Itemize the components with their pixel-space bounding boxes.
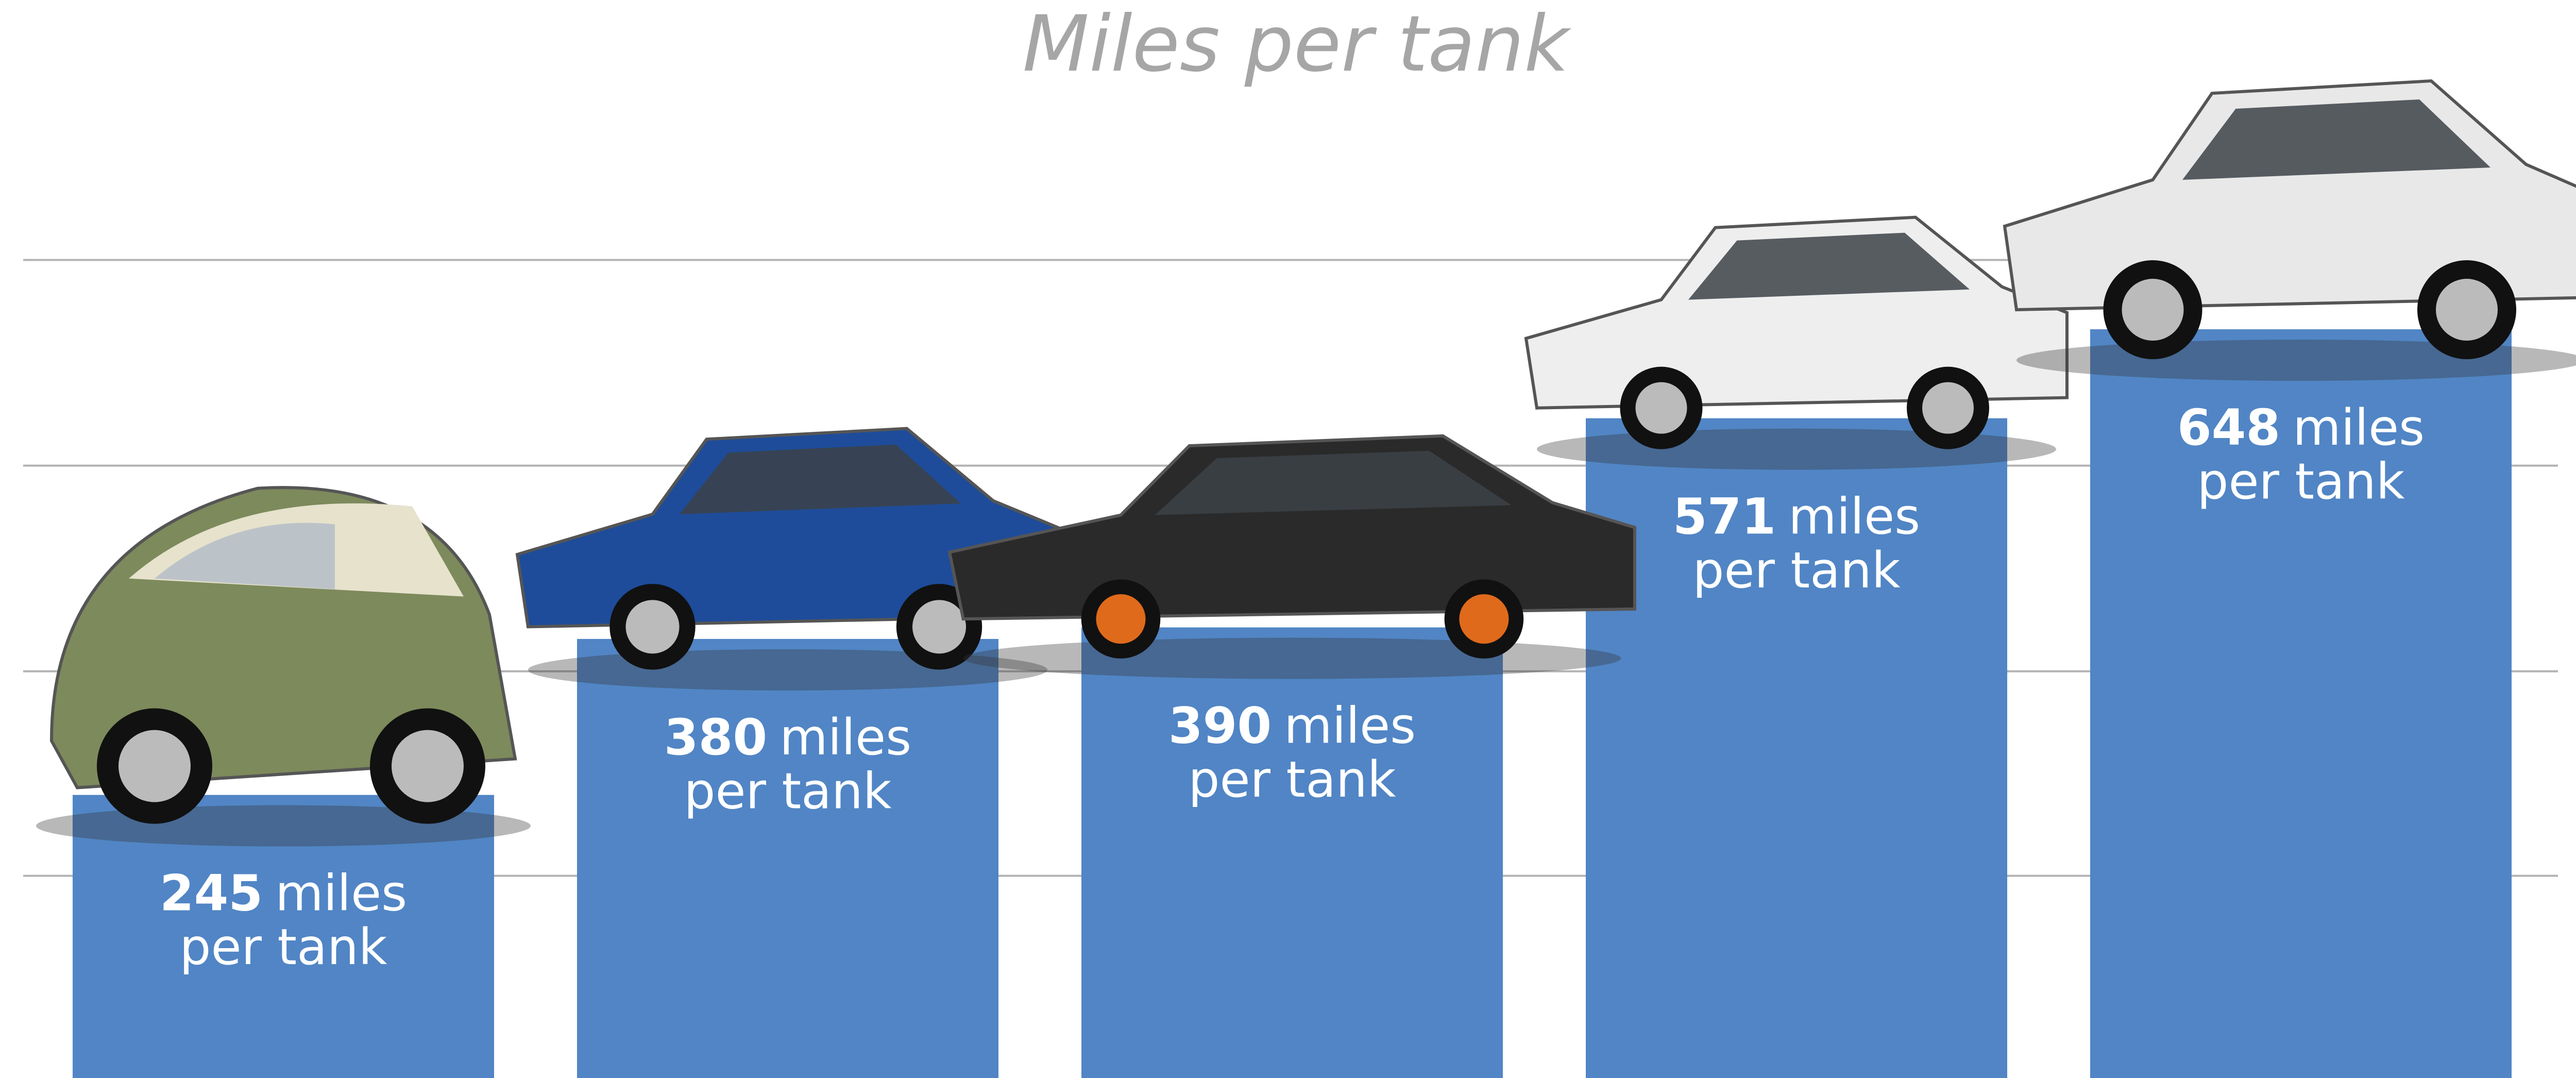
bar	[577, 638, 998, 1078]
car-rim	[2122, 279, 2184, 341]
value-label-line: 648 miles	[2177, 399, 2425, 457]
value-label-unit: miles	[779, 709, 911, 766]
value-label-unit: miles	[1788, 488, 1920, 546]
chart-title: Miles per tank	[1023, 0, 1572, 89]
car-window	[155, 523, 335, 589]
bar	[2090, 329, 2512, 1078]
value-label-unit: miles	[275, 865, 407, 922]
value-label: 390	[1168, 697, 1272, 755]
car-window	[1688, 232, 1970, 300]
value-label-line: 380 miles	[664, 709, 911, 766]
value-label-suffix: per tank	[684, 762, 892, 820]
car-rim	[1635, 382, 1687, 434]
car-window	[680, 444, 961, 514]
value-label-line: 571 miles	[1673, 488, 1920, 546]
value-label-suffix: per tank	[180, 918, 387, 976]
car-rim	[625, 600, 680, 654]
car-image	[36, 486, 531, 847]
value-label-suffix: per tank	[2197, 452, 2405, 510]
car-image	[947, 434, 1636, 679]
value-label-unit: miles	[2293, 399, 2425, 457]
car-image	[515, 427, 1060, 690]
cars	[36, 79, 2576, 847]
bar	[1081, 627, 1503, 1078]
value-label: 380	[664, 709, 767, 766]
car-window	[1155, 450, 1512, 515]
car-shadow	[963, 637, 1621, 679]
car-window	[2182, 99, 2490, 180]
bar	[1586, 418, 2007, 1078]
car-rim	[2436, 279, 2498, 341]
bar	[73, 795, 494, 1078]
value-label-suffix: per tank	[1693, 542, 1901, 599]
value-label: 648	[2177, 399, 2280, 457]
value-label: 245	[160, 865, 263, 922]
car-image	[1524, 215, 2069, 470]
value-label: 571	[1673, 488, 1776, 546]
car-rim	[912, 600, 966, 654]
car-rim	[118, 730, 191, 802]
car-rim	[392, 730, 464, 802]
car-rim	[1459, 594, 1509, 644]
value-label-line: 390 miles	[1168, 697, 1416, 755]
car-image	[2003, 79, 2576, 381]
value-label-unit: miles	[1284, 697, 1416, 755]
value-label-suffix: per tank	[1189, 751, 1396, 808]
car-rim	[1096, 594, 1146, 644]
value-label-line: 245 miles	[160, 865, 407, 922]
car-rim	[1922, 382, 1974, 434]
bars	[73, 329, 2512, 1078]
